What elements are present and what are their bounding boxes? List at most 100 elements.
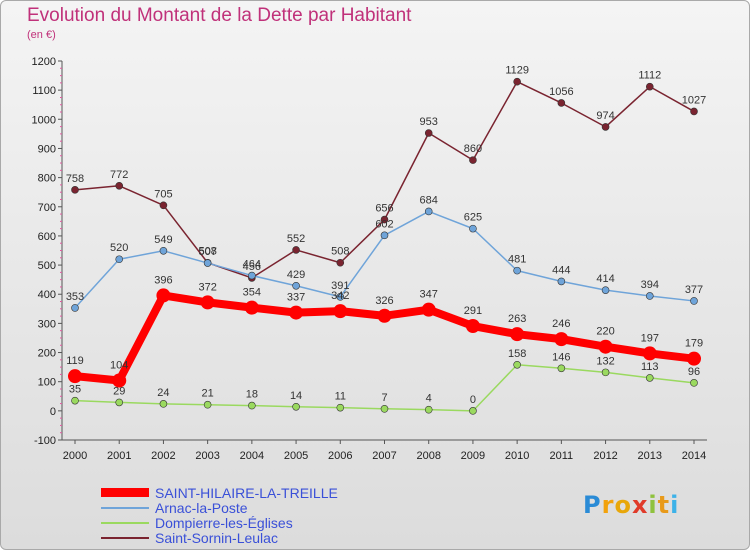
data-point	[71, 396, 79, 405]
data-point	[469, 224, 477, 233]
y-tick-label: 600	[38, 231, 56, 243]
x-tick-label: 2003	[195, 450, 219, 462]
data-label: 860	[464, 143, 482, 155]
data-point	[513, 360, 521, 369]
data-label: 11	[335, 391, 346, 403]
data-label: 7	[381, 392, 387, 404]
data-point	[557, 277, 566, 286]
legend-item: Dompierre-les-Églises	[101, 514, 338, 531]
data-label: 326	[375, 295, 393, 307]
data-label: 974	[596, 110, 614, 122]
data-point	[336, 403, 345, 412]
data-point	[159, 246, 168, 255]
data-label: 953	[420, 116, 438, 128]
y-tick-label: 300	[38, 318, 56, 330]
legend-label: Saint-Sornin-Leulac	[155, 529, 278, 546]
data-point	[513, 77, 521, 86]
data-point	[377, 308, 392, 323]
data-label: 4	[426, 393, 432, 405]
data-point	[200, 295, 215, 310]
legend-label: Dompierre-les-Églises	[155, 514, 293, 531]
legend-item: Saint-Sornin-Leulac	[101, 529, 338, 546]
data-point	[71, 304, 79, 312]
data-label: 394	[641, 279, 659, 291]
legend-label: SAINT-HILAIRE-LA-TREILLE	[155, 484, 338, 501]
data-label: 1112	[638, 70, 661, 82]
y-tick-label: 200	[38, 348, 56, 360]
data-point	[598, 339, 613, 354]
legend-swatch	[101, 521, 149, 524]
data-point	[336, 293, 345, 301]
data-point	[115, 181, 124, 190]
logo-letter: x	[631, 491, 649, 519]
chart-unit-label: (en €)	[27, 29, 56, 41]
y-tick-label: 1000	[32, 114, 56, 126]
series-line	[71, 291, 698, 385]
data-point	[203, 400, 212, 409]
data-point	[380, 215, 389, 224]
y-tick-label: 700	[38, 202, 56, 214]
data-point	[469, 407, 477, 415]
data-label: 0	[470, 394, 476, 406]
data-label: 197	[641, 332, 659, 344]
data-label: 391	[331, 280, 349, 292]
data-label: 772	[110, 169, 128, 181]
data-point	[71, 186, 79, 194]
data-point	[645, 82, 654, 91]
data-point	[289, 305, 304, 320]
data-label: 21	[202, 388, 214, 400]
y-tick-label: -100	[34, 435, 56, 447]
data-point	[557, 99, 566, 107]
data-label: 464	[243, 259, 261, 271]
data-point	[469, 156, 477, 164]
data-label: 684	[420, 194, 438, 206]
y-tick-label: 1200	[32, 56, 56, 68]
x-tick-label: 2004	[240, 450, 264, 462]
data-point	[159, 201, 168, 210]
data-label: 507	[198, 246, 216, 258]
data-label: 35	[69, 384, 81, 396]
data-point	[690, 297, 698, 305]
logo-letter: i	[670, 491, 680, 519]
x-tick-label: 2005	[284, 450, 308, 462]
y-tick-label: 1100	[32, 85, 56, 97]
legend-swatch	[101, 536, 149, 539]
data-label: 347	[420, 289, 438, 301]
legend-swatch	[101, 488, 149, 497]
data-label: 758	[66, 173, 84, 185]
data-label: 263	[508, 313, 526, 325]
logo-letter: i	[648, 491, 658, 519]
data-point	[115, 255, 124, 264]
data-point	[510, 327, 525, 342]
data-point	[465, 319, 480, 334]
data-label: 396	[154, 274, 172, 286]
data-point	[292, 402, 300, 411]
data-point	[424, 129, 433, 137]
x-tick-label: 2008	[416, 450, 440, 462]
data-label: 414	[596, 273, 614, 285]
data-label: 372	[198, 281, 216, 293]
data-label: 602	[375, 218, 393, 230]
data-point	[513, 266, 521, 275]
data-label: 377	[685, 284, 703, 296]
data-point	[68, 369, 82, 384]
data-label: 132	[596, 355, 614, 367]
data-label: 337	[287, 292, 305, 304]
data-label: 29	[113, 385, 125, 397]
chart-title: Evolution du Montant de la Dette par Hab…	[27, 5, 412, 26]
data-label: 342	[331, 290, 349, 302]
y-tick-label: 400	[38, 289, 56, 301]
data-point	[690, 379, 698, 387]
data-point	[380, 405, 389, 413]
data-label: 24	[157, 387, 169, 399]
logo-letter: o	[614, 491, 632, 519]
y-tick-label: 500	[38, 260, 56, 272]
data-label: 549	[154, 234, 172, 246]
data-label: 146	[552, 351, 570, 363]
data-point	[333, 304, 348, 319]
data-label: 104	[110, 360, 128, 372]
data-label: 520	[110, 242, 128, 254]
data-point	[424, 405, 433, 414]
